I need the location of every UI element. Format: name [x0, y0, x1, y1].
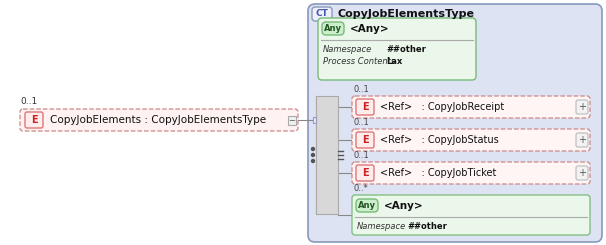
FancyBboxPatch shape	[352, 129, 590, 151]
Text: 0..*: 0..*	[354, 184, 368, 193]
Text: <Ref>   : CopyJobStatus: <Ref> : CopyJobStatus	[380, 135, 499, 145]
FancyBboxPatch shape	[356, 199, 378, 212]
Bar	[316, 96, 338, 214]
Text: <Ref>   : CopyJobTicket: <Ref> : CopyJobTicket	[380, 168, 496, 178]
FancyBboxPatch shape	[356, 132, 374, 148]
Text: Namespace: Namespace	[357, 221, 406, 231]
Circle shape	[311, 147, 315, 150]
Text: CopyJobElements : CopyJobElementsType: CopyJobElements : CopyJobElementsType	[50, 115, 266, 125]
FancyBboxPatch shape	[576, 133, 588, 147]
Text: E: E	[362, 168, 368, 178]
FancyBboxPatch shape	[308, 4, 602, 242]
Text: Any: Any	[358, 201, 376, 210]
Text: +: +	[578, 102, 586, 112]
FancyBboxPatch shape	[576, 166, 588, 180]
FancyBboxPatch shape	[352, 96, 590, 118]
Text: E: E	[362, 102, 368, 112]
FancyBboxPatch shape	[318, 18, 476, 80]
Text: <Ref>   : CopyJobReceipt: <Ref> : CopyJobReceipt	[380, 102, 504, 112]
Text: E: E	[31, 115, 38, 125]
Text: 0..1: 0..1	[354, 85, 370, 94]
Text: Lax: Lax	[386, 57, 402, 65]
FancyBboxPatch shape	[312, 7, 332, 21]
Bar	[288, 116, 296, 125]
Text: 0..1: 0..1	[20, 97, 37, 106]
Text: ##other: ##other	[386, 45, 426, 53]
Text: Any: Any	[324, 24, 342, 33]
Text: Process Contents: Process Contents	[323, 57, 395, 65]
Text: CopyJobElementsType: CopyJobElementsType	[338, 9, 475, 19]
Circle shape	[311, 159, 315, 162]
Text: ##other: ##other	[407, 221, 447, 231]
Text: <Any>: <Any>	[350, 24, 390, 34]
Text: +: +	[578, 168, 586, 178]
Circle shape	[311, 154, 315, 157]
FancyBboxPatch shape	[352, 162, 590, 184]
FancyBboxPatch shape	[20, 109, 298, 131]
FancyBboxPatch shape	[356, 99, 374, 115]
FancyBboxPatch shape	[356, 165, 374, 181]
Text: <Any>: <Any>	[384, 200, 424, 210]
Bar	[313, 117, 316, 123]
FancyBboxPatch shape	[25, 112, 43, 128]
Text: 0..1: 0..1	[354, 151, 370, 160]
Text: −: −	[288, 116, 296, 125]
FancyBboxPatch shape	[576, 100, 588, 114]
Text: CT: CT	[316, 10, 328, 19]
FancyBboxPatch shape	[352, 195, 590, 235]
Text: +: +	[578, 135, 586, 145]
FancyBboxPatch shape	[322, 22, 344, 35]
Text: 0..1: 0..1	[354, 118, 370, 127]
Text: Namespace: Namespace	[323, 45, 372, 53]
Text: E: E	[362, 135, 368, 145]
